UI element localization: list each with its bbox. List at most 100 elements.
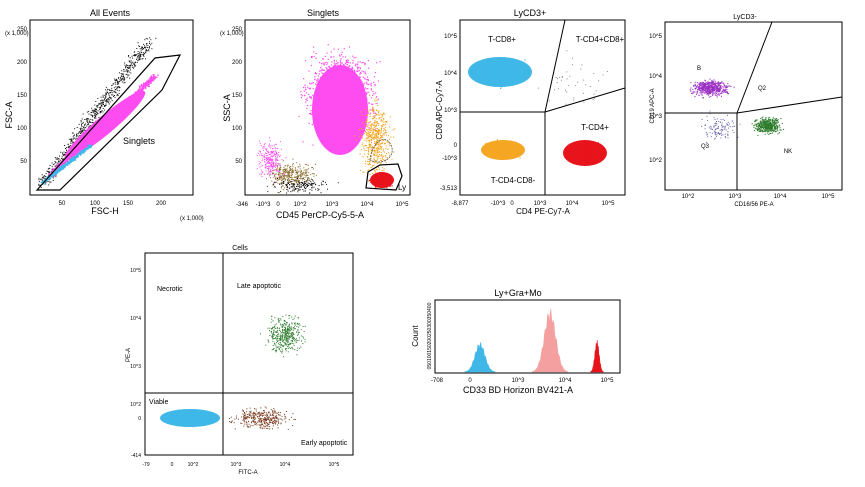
data-point (135, 54, 137, 56)
data-point (64, 161, 67, 163)
data-point (103, 104, 104, 106)
data-point (137, 89, 139, 91)
data-point (311, 56, 313, 58)
data-point (264, 142, 266, 144)
data-point (267, 168, 269, 170)
data-point (321, 68, 323, 70)
data-point (90, 144, 93, 147)
data-point (369, 121, 371, 123)
data-point (45, 183, 47, 185)
data-point (70, 161, 72, 163)
data-point (87, 126, 89, 128)
data-point (313, 46, 315, 48)
data-point (139, 53, 141, 55)
data-point (110, 90, 112, 92)
data-point (361, 70, 363, 72)
data-point (307, 180, 309, 182)
data-point (310, 83, 312, 85)
data-point (368, 153, 370, 155)
y-axis-label: FSC-A (4, 102, 14, 129)
data-point (382, 150, 384, 152)
data-point (136, 91, 138, 93)
data-point (150, 79, 152, 81)
data-point (385, 159, 387, 161)
data-point (272, 153, 274, 155)
data-point (272, 162, 274, 164)
data-point (286, 184, 288, 186)
gate-label: Singlets (123, 136, 156, 146)
data-point (126, 64, 128, 66)
data-point (56, 164, 58, 166)
data-point (370, 121, 372, 123)
data-point (303, 78, 305, 80)
data-point (87, 124, 89, 126)
data-point (99, 108, 101, 110)
data-point (295, 188, 297, 190)
data-point (67, 164, 69, 166)
data-point (48, 181, 50, 182)
data-point (285, 178, 287, 180)
data-point (376, 153, 378, 155)
data-point (368, 164, 370, 166)
data-point (364, 87, 366, 89)
data-point (300, 91, 302, 93)
data-point (105, 86, 107, 88)
data-point (58, 171, 61, 173)
data-point (372, 103, 374, 105)
data-point (126, 69, 127, 71)
data-point (52, 180, 54, 181)
data-point (376, 105, 378, 107)
data-point (134, 54, 136, 56)
data-point (118, 83, 120, 85)
data-point (299, 183, 300, 185)
x-tick: 200 (156, 201, 167, 207)
data-point (138, 85, 141, 87)
data-point (377, 155, 379, 157)
data-point (110, 92, 112, 94)
data-point (40, 178, 42, 180)
data-point (373, 124, 375, 126)
data-point (306, 99, 308, 101)
data-point (55, 161, 57, 163)
data-point (295, 173, 297, 175)
data-point (271, 165, 272, 167)
data-point (293, 176, 295, 178)
data-point (278, 164, 280, 166)
data-point (136, 61, 138, 63)
data-point (380, 119, 382, 121)
data-point (73, 158, 75, 161)
data-point (276, 156, 278, 158)
data-point (373, 117, 375, 119)
data-point (91, 109, 93, 111)
data-point (299, 168, 301, 170)
data-point (132, 57, 134, 59)
data-point (367, 158, 369, 160)
data-point (386, 141, 388, 143)
data-point (384, 132, 386, 134)
data-point (272, 177, 274, 179)
data-point (289, 172, 291, 174)
data-point (267, 158, 269, 160)
data-point (372, 129, 374, 131)
data-point (113, 90, 115, 92)
data-point (125, 67, 127, 69)
data-point (143, 47, 145, 49)
data-point (145, 84, 148, 87)
data-point (377, 140, 379, 142)
data-point (375, 92, 377, 94)
data-point (279, 183, 281, 185)
data-point (312, 88, 314, 90)
data-point (376, 137, 378, 139)
data-point (368, 169, 370, 171)
data-point (277, 179, 279, 181)
data-point (292, 163, 294, 165)
data-point (145, 82, 147, 84)
data-point (121, 81, 123, 83)
data-point (351, 66, 353, 68)
data-point (346, 59, 348, 61)
data-point (364, 71, 366, 73)
data-point (106, 101, 108, 103)
data-point (262, 171, 264, 173)
data-point (302, 141, 304, 143)
data-point (385, 134, 387, 136)
